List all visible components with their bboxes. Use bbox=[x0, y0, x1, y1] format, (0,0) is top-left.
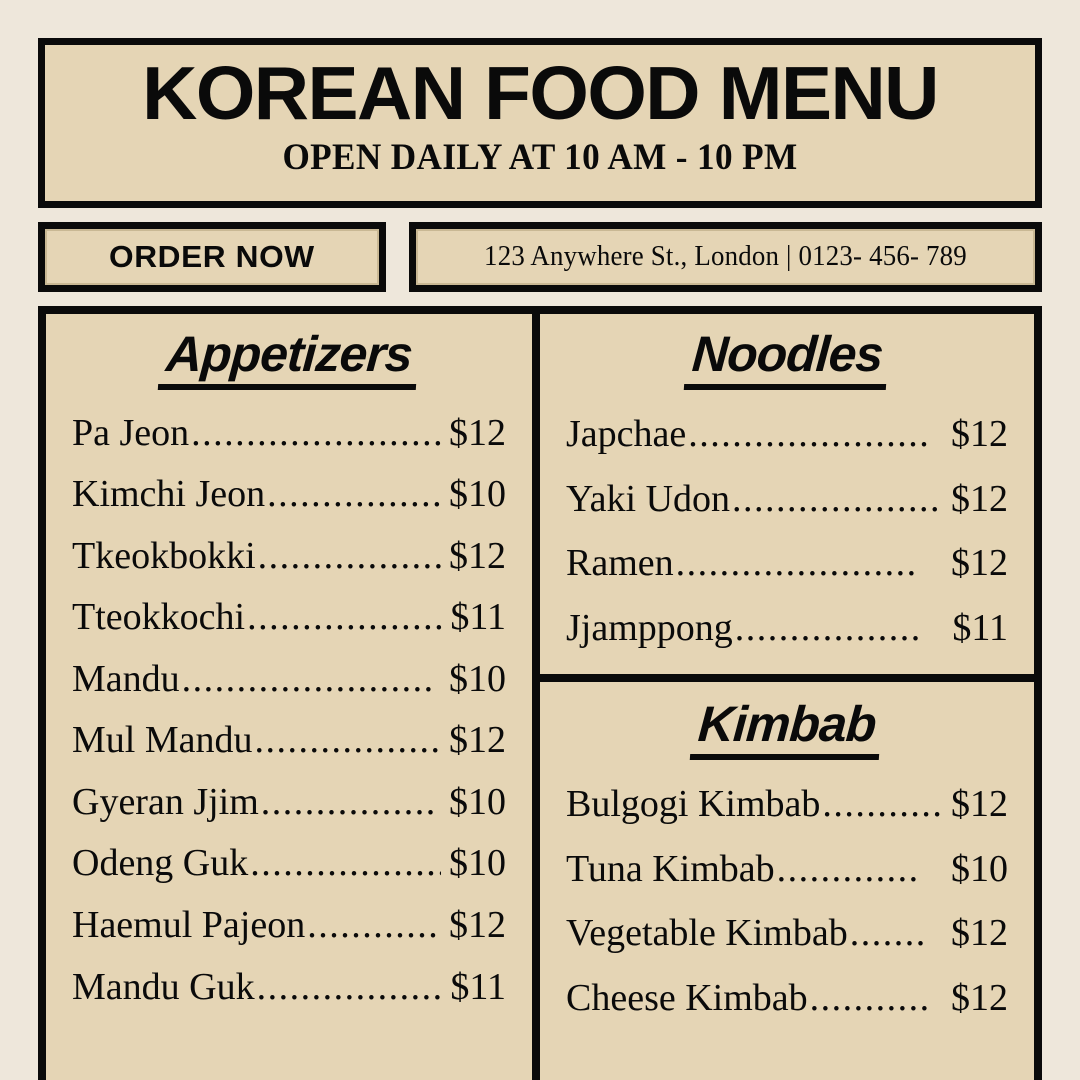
menu-item-leader: ................. bbox=[734, 606, 922, 649]
menu-item: Ramen ...................... $12 bbox=[566, 531, 1008, 596]
title-box: KOREAN FOOD MENU OPEN DAILY AT 10 AM - 1… bbox=[38, 38, 1042, 209]
menu-item-leader: ................... bbox=[732, 477, 942, 520]
menu-item-name: Haemul Pajeon bbox=[72, 904, 306, 947]
menu-item: Vegetable Kimbab ....... $12 bbox=[566, 901, 1008, 966]
menu-item-name: Mul Mandu bbox=[72, 719, 253, 762]
menu-item-price: $10 bbox=[449, 657, 506, 700]
menu-item-price: $10 bbox=[449, 473, 506, 516]
menu-item-name: Odeng Guk bbox=[72, 842, 249, 885]
info-row: ORDER NOW 123 Anywhere St., London | 012… bbox=[38, 222, 1042, 293]
menu-item: Tteokkochi ................... $11 bbox=[72, 587, 506, 649]
section-kimbab-header: Kimbab bbox=[566, 684, 1008, 761]
contact-box: 123 Anywhere St., London | 0123- 456- 78… bbox=[409, 222, 1042, 293]
menu-item-leader: .................. bbox=[257, 534, 441, 577]
menu-item-leader: ................ bbox=[260, 780, 437, 823]
section-kimbab-title: Kimbab bbox=[690, 696, 884, 761]
menu-item-leader: .................. bbox=[250, 842, 441, 885]
opening-hours: OPEN DAILY AT 10 AM - 10 PM bbox=[282, 136, 798, 178]
section-appetizers-items: Pa Jeon ....................... $12 Kimc… bbox=[72, 396, 506, 1017]
menu-item-price: $11 bbox=[450, 965, 506, 1008]
section-noodles-title: Noodles bbox=[683, 326, 891, 391]
menu-item-name: Tteokkochi bbox=[72, 596, 246, 639]
section-kimbab: Kimbab Bulgogi Kimbab ........... $12 Tu… bbox=[540, 682, 1034, 1030]
menu-item: Mandu ....................... $10 bbox=[72, 648, 506, 710]
menu-item-name: Bulgogi Kimbab bbox=[566, 783, 821, 826]
menu-item: Jjamppong ................. $11 bbox=[566, 596, 1008, 661]
section-noodles: Noodles Japchae ...................... $… bbox=[540, 314, 1034, 683]
contact-details: 123 Anywhere St., London | 0123- 456- 78… bbox=[484, 241, 967, 273]
menu-item-name: Mandu bbox=[72, 657, 180, 700]
order-now-inner-frame: ORDER NOW bbox=[45, 229, 379, 286]
menu-item-name: Pa Jeon bbox=[72, 411, 190, 454]
menu-item-price: $12 bbox=[951, 912, 1008, 955]
section-appetizers-header: Appetizers bbox=[72, 314, 506, 391]
menu-item: Japchae ...................... $12 bbox=[566, 402, 1008, 467]
menu-item-leader: ....................... bbox=[181, 657, 435, 700]
menu-item-leader: ............. bbox=[776, 847, 920, 890]
menu-item-price: $12 bbox=[951, 542, 1008, 585]
menu-item-leader: .................. bbox=[256, 965, 443, 1008]
title-inner-frame: KOREAN FOOD MENU OPEN DAILY AT 10 AM - 1… bbox=[51, 51, 1029, 192]
menu-item-name: Yaki Udon bbox=[566, 477, 731, 520]
menu-item: Mul Mandu ................... $12 bbox=[72, 710, 506, 772]
menu-column-right: Noodles Japchae ...................... $… bbox=[540, 314, 1034, 1080]
menu-item-leader: ...................... bbox=[675, 542, 918, 585]
menu-item-leader: ........... bbox=[822, 783, 943, 826]
menu-item-name: Gyeran Jjim bbox=[72, 780, 259, 823]
menu-column-left: Appetizers Pa Jeon .....................… bbox=[46, 314, 540, 1080]
menu-item: Haemul Pajeon ............ $12 bbox=[72, 895, 506, 957]
menu-item: Tuna Kimbab ............. $10 bbox=[566, 837, 1008, 902]
menu-item-leader: ................... bbox=[247, 596, 443, 639]
menu-item-name: Kimchi Jeon bbox=[72, 473, 266, 516]
menu-item-price: $12 bbox=[951, 783, 1008, 826]
menu-item-name: Cheese Kimbab bbox=[566, 976, 808, 1019]
menu-item-price: $12 bbox=[951, 477, 1008, 520]
section-kimbab-items: Bulgogi Kimbab ........... $12 Tuna Kimb… bbox=[566, 766, 1008, 1030]
menu-item-price: $10 bbox=[951, 847, 1008, 890]
section-noodles-header: Noodles bbox=[566, 314, 1008, 391]
menu-item-price: $10 bbox=[449, 842, 506, 885]
menu-item: Pa Jeon ....................... $12 bbox=[72, 402, 506, 464]
menu-item-price: $12 bbox=[449, 719, 506, 762]
menu-item: Kimchi Jeon ................. $10 bbox=[72, 464, 506, 526]
menu-item: Mandu Guk .................. $11 bbox=[72, 956, 506, 1018]
section-appetizers: Appetizers Pa Jeon .....................… bbox=[72, 314, 506, 1017]
menu-item: Gyeran Jjim ................ $10 bbox=[72, 771, 506, 833]
menu-item-price: $12 bbox=[951, 976, 1008, 1019]
section-noodles-items: Japchae ...................... $12 Yaki … bbox=[566, 396, 1008, 660]
menu-item: Yaki Udon ................... $12 bbox=[566, 467, 1008, 532]
menu-item-price: $12 bbox=[449, 411, 506, 454]
menu-item-leader: ....... bbox=[849, 912, 927, 955]
menu-item-name: Vegetable Kimbab bbox=[566, 912, 848, 955]
menu-item-name: Tkeokbokki bbox=[72, 534, 256, 577]
menu-item-name: Ramen bbox=[566, 542, 674, 585]
page-title: KOREAN FOOD MENU bbox=[142, 51, 939, 135]
order-now-label: ORDER NOW bbox=[109, 239, 315, 275]
menu-item-leader: ................... bbox=[254, 719, 442, 762]
menu-item: Cheese Kimbab ........... $12 bbox=[566, 966, 1008, 1031]
menu-item: Bulgogi Kimbab ........... $12 bbox=[566, 772, 1008, 837]
menu-item-price: $10 bbox=[449, 780, 506, 823]
menu-item-price: $12 bbox=[449, 534, 506, 577]
menu-item-leader: ...................... bbox=[688, 413, 931, 456]
menu-item-price: $11 bbox=[952, 606, 1008, 649]
menu-item-price: $11 bbox=[450, 596, 506, 639]
menu-item-leader: ....................... bbox=[191, 411, 441, 454]
menu-item-name: Japchae bbox=[566, 413, 687, 456]
menu-item-leader: ............ bbox=[307, 904, 440, 947]
menu-item-price: $12 bbox=[951, 413, 1008, 456]
menu-panel: Appetizers Pa Jeon .....................… bbox=[38, 306, 1042, 1080]
section-appetizers-title: Appetizers bbox=[157, 326, 421, 391]
menu-item-leader: ................. bbox=[267, 473, 441, 516]
contact-inner-frame: 123 Anywhere St., London | 0123- 456- 78… bbox=[416, 229, 1035, 286]
menu-item: Tkeokbokki .................. $12 bbox=[72, 525, 506, 587]
menu-item-leader: ........... bbox=[809, 976, 931, 1019]
menu-item: Odeng Guk .................. $10 bbox=[72, 833, 506, 895]
order-now-button[interactable]: ORDER NOW bbox=[38, 222, 386, 293]
menu-item-name: Tuna Kimbab bbox=[566, 847, 775, 890]
menu-item-name: Jjamppong bbox=[566, 606, 733, 649]
menu-item-price: $12 bbox=[449, 904, 506, 947]
menu-item-name: Mandu Guk bbox=[72, 965, 255, 1008]
